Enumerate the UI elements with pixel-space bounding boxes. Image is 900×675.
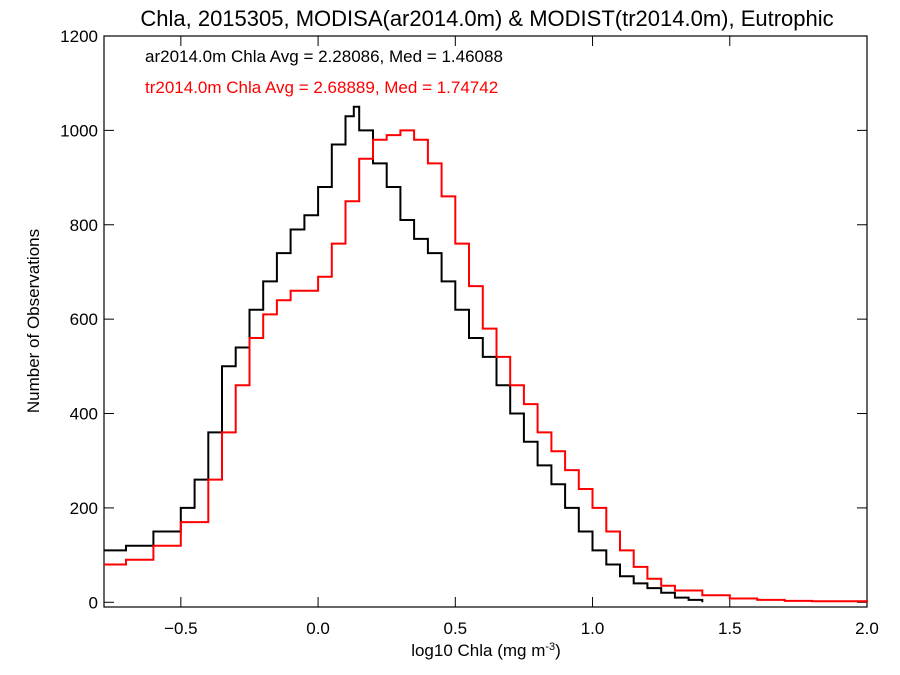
- x-tick-label: 0.0: [306, 619, 330, 638]
- x-tick-label: 1.5: [718, 619, 742, 638]
- x-axis-label-close: ): [555, 641, 561, 660]
- y-tick-label: 800: [70, 216, 98, 235]
- x-axis-ticks: −0.5 0.0 0.5 1.0 1.5 2.0: [164, 36, 879, 638]
- x-axis-label: log10 Chla (mg m-3): [411, 641, 561, 660]
- y-axis-ticks: 0 200 400 600 800 1000 1200: [60, 27, 867, 612]
- y-tick-label: 1000: [60, 121, 98, 140]
- y-tick-label: 1200: [60, 27, 98, 46]
- x-tick-label: 1.0: [581, 619, 605, 638]
- x-axis-label-main: log10 Chla (mg m: [411, 641, 545, 660]
- x-tick-label: 0.5: [443, 619, 467, 638]
- series-line-tr2014-0m: [104, 129, 868, 603]
- y-axis-label: Number of Observations: [24, 229, 43, 413]
- y-tick-label: 400: [70, 405, 98, 424]
- legend-entry-ar2014: ar2014.0m Chla Avg = 2.28086, Med = 1.46…: [145, 47, 503, 66]
- chart-title: Chla, 2015305, MODISA(ar2014.0m) & MODIS…: [140, 6, 833, 31]
- x-axis-label-exponent: -3: [545, 641, 555, 653]
- x-tick-label: 2.0: [855, 619, 879, 638]
- plot-frame: [103, 35, 868, 608]
- x-tick-label: −0.5: [164, 619, 198, 638]
- series-layer: [104, 105, 868, 603]
- series-line-ar2014-0m: [104, 105, 704, 603]
- y-tick-label: 0: [89, 593, 98, 612]
- legend-entry-tr2014: tr2014.0m Chla Avg = 2.68889, Med = 1.74…: [145, 78, 498, 97]
- y-tick-label: 600: [70, 310, 98, 329]
- y-tick-label: 200: [70, 499, 98, 518]
